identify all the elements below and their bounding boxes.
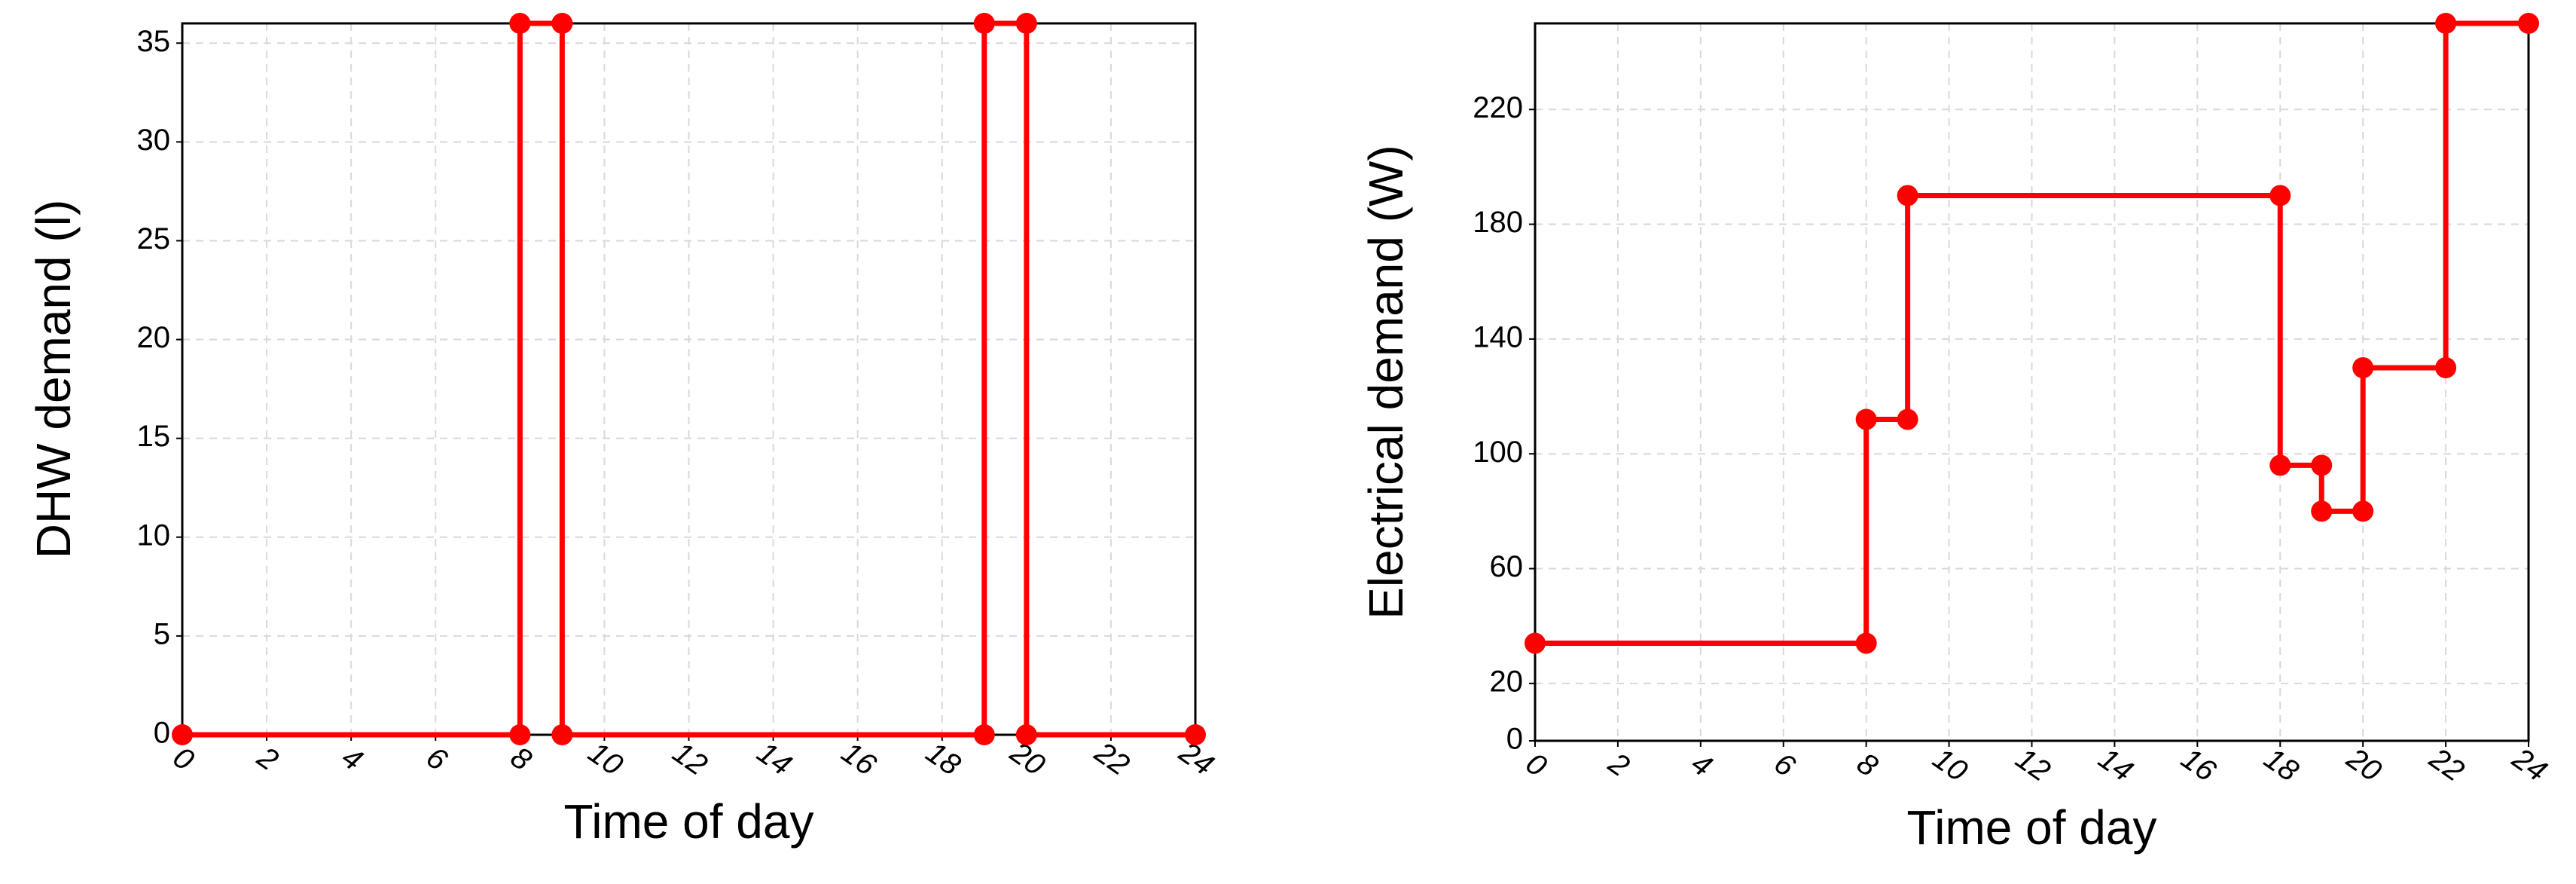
y-tick-label: 140: [1473, 320, 1523, 353]
x-tick-label: 18: [2258, 742, 2305, 788]
x-axis-title: Time of day: [1907, 800, 2157, 855]
x-tick-label: 6: [420, 741, 453, 778]
point: [509, 13, 531, 34]
y-tick-label: 5: [154, 617, 170, 650]
point: [172, 724, 193, 745]
y-tick-label: 0: [1506, 723, 1523, 756]
point: [551, 13, 573, 34]
point: [2269, 454, 2291, 476]
x-tick-label: 22: [1088, 736, 1136, 782]
x-tick-label: 24: [2506, 742, 2553, 788]
point: [1185, 724, 1206, 745]
y-tick-label: 20: [1490, 665, 1524, 698]
point: [2311, 454, 2333, 476]
x-tick-label: 16: [835, 736, 882, 782]
x-tick-label: 16: [2175, 742, 2222, 788]
point: [2435, 356, 2457, 378]
point: [973, 13, 995, 34]
x-tick-label: 2: [251, 740, 284, 777]
y-tick-label: 60: [1490, 550, 1524, 583]
y-axis-title: Electrical demand (W): [1359, 145, 1413, 619]
y-tick-label: 10: [137, 518, 171, 552]
point: [1015, 13, 1037, 34]
y-tick-label: 30: [137, 124, 171, 157]
x-tick-label: 4: [336, 741, 368, 778]
y-tick-label: 100: [1473, 436, 1523, 469]
line: [182, 20, 1195, 738]
y-tick-label: 180: [1473, 206, 1523, 239]
chart: 0 2 4 6 8 10 12 14 16 18 20 22 2402060100140180220Ti…: [1359, 13, 2553, 855]
x-tick-label: 14: [751, 736, 798, 782]
y-tick-label: 25: [137, 222, 171, 255]
chart: 0 2 4 6 8 10 12 14 16 18 20 22 2405101520253035Time …: [26, 13, 1219, 849]
y-tick-label: 35: [137, 25, 171, 58]
x-axis-title: Time of day: [564, 794, 814, 849]
point: [1897, 185, 1918, 206]
point: [2435, 13, 2457, 34]
point: [509, 724, 531, 745]
point: [1855, 632, 1877, 654]
x-tick-label: 8: [1851, 747, 1884, 784]
point: [2518, 13, 2539, 34]
y-tick-label: 0: [154, 717, 170, 750]
x-tick-label: 12: [667, 736, 713, 782]
point: [973, 724, 995, 745]
line: [1535, 20, 2529, 647]
plot-frame: [1534, 22, 2530, 742]
y-tick-label: 220: [1473, 91, 1523, 124]
x-tick-label: 0: [1520, 747, 1552, 784]
x-tick-label: 20: [2340, 742, 2388, 788]
y-tick-label: 15: [137, 420, 171, 453]
point: [1015, 724, 1037, 745]
x-tick-label: 12: [2010, 742, 2056, 788]
point: [2269, 185, 2291, 206]
x-tick-label: 8: [505, 741, 538, 778]
y-tick-label: 20: [137, 321, 171, 354]
y-axis-title: DHW demand (l): [26, 200, 81, 559]
x-tick-label: 4: [1685, 747, 1717, 784]
point: [2352, 356, 2374, 378]
point: [1897, 408, 1918, 430]
x-tick-label: 10: [582, 736, 629, 782]
x-tick-label: 14: [2092, 742, 2139, 788]
point: [2311, 500, 2333, 522]
x-tick-label: 6: [1768, 747, 1801, 784]
point: [1855, 408, 1877, 430]
x-tick-label: 2: [1602, 746, 1635, 783]
point: [2352, 500, 2374, 522]
x-tick-label: 22: [2423, 742, 2471, 788]
x-tick-label: 10: [1927, 742, 1973, 788]
point: [1525, 632, 1546, 654]
x-tick-label: 18: [920, 736, 966, 782]
x-tick-label: 0: [167, 741, 200, 778]
point: [551, 724, 573, 745]
